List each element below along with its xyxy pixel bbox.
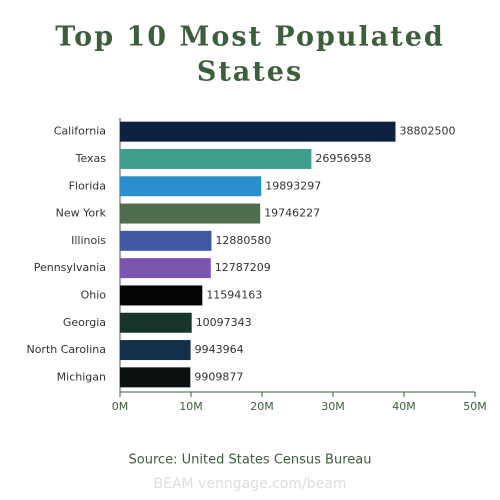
bar <box>120 121 396 142</box>
x-tick-label: 20M <box>250 400 274 413</box>
value-label: 11594163 <box>206 288 262 301</box>
bar <box>120 148 312 169</box>
bar <box>120 230 212 251</box>
y-tick-label: North Carolina <box>26 343 106 356</box>
value-label: 9943964 <box>195 343 244 356</box>
y-tick-label: New York <box>56 207 107 220</box>
y-tick-label: Florida <box>69 179 106 192</box>
value-label: 19893297 <box>265 179 321 192</box>
value-label: 12787209 <box>215 261 271 274</box>
chart-title: States <box>197 57 303 88</box>
source: Source: United States Census Bureau <box>129 453 372 468</box>
value-label: 26956958 <box>315 152 371 165</box>
bar <box>120 176 262 197</box>
y-tick-label: Georgia <box>63 316 106 329</box>
x-tick-label: 0M <box>112 400 129 413</box>
x-tick-label: 30M <box>321 400 345 413</box>
x-tick-label: 40M <box>392 400 416 413</box>
y-tick-label: California <box>54 125 106 138</box>
value-label: 10097343 <box>196 316 252 329</box>
bar <box>120 367 191 388</box>
chart-title: Top 10 Most Populated <box>55 22 445 53</box>
bar <box>120 285 203 306</box>
x-tick-label: 50M <box>463 400 487 413</box>
bar <box>120 312 192 333</box>
value-label: 9909877 <box>194 370 243 383</box>
y-tick-label: Pennsylvania <box>34 261 106 274</box>
y-tick-label: Ohio <box>81 288 107 301</box>
bar <box>120 203 261 224</box>
y-tick-label: Texas <box>75 152 107 165</box>
y-tick-label: Michigan <box>57 370 106 383</box>
y-tick-label: Illinois <box>71 234 106 247</box>
value-label: 12880580 <box>215 234 271 247</box>
bar <box>120 258 211 279</box>
bar <box>120 340 191 361</box>
value-label: 19746227 <box>264 207 320 220</box>
value-label: 38802500 <box>399 125 455 138</box>
x-tick-label: 10M <box>179 400 203 413</box>
watermark: BEAM venngage.com/beam <box>154 476 347 492</box>
